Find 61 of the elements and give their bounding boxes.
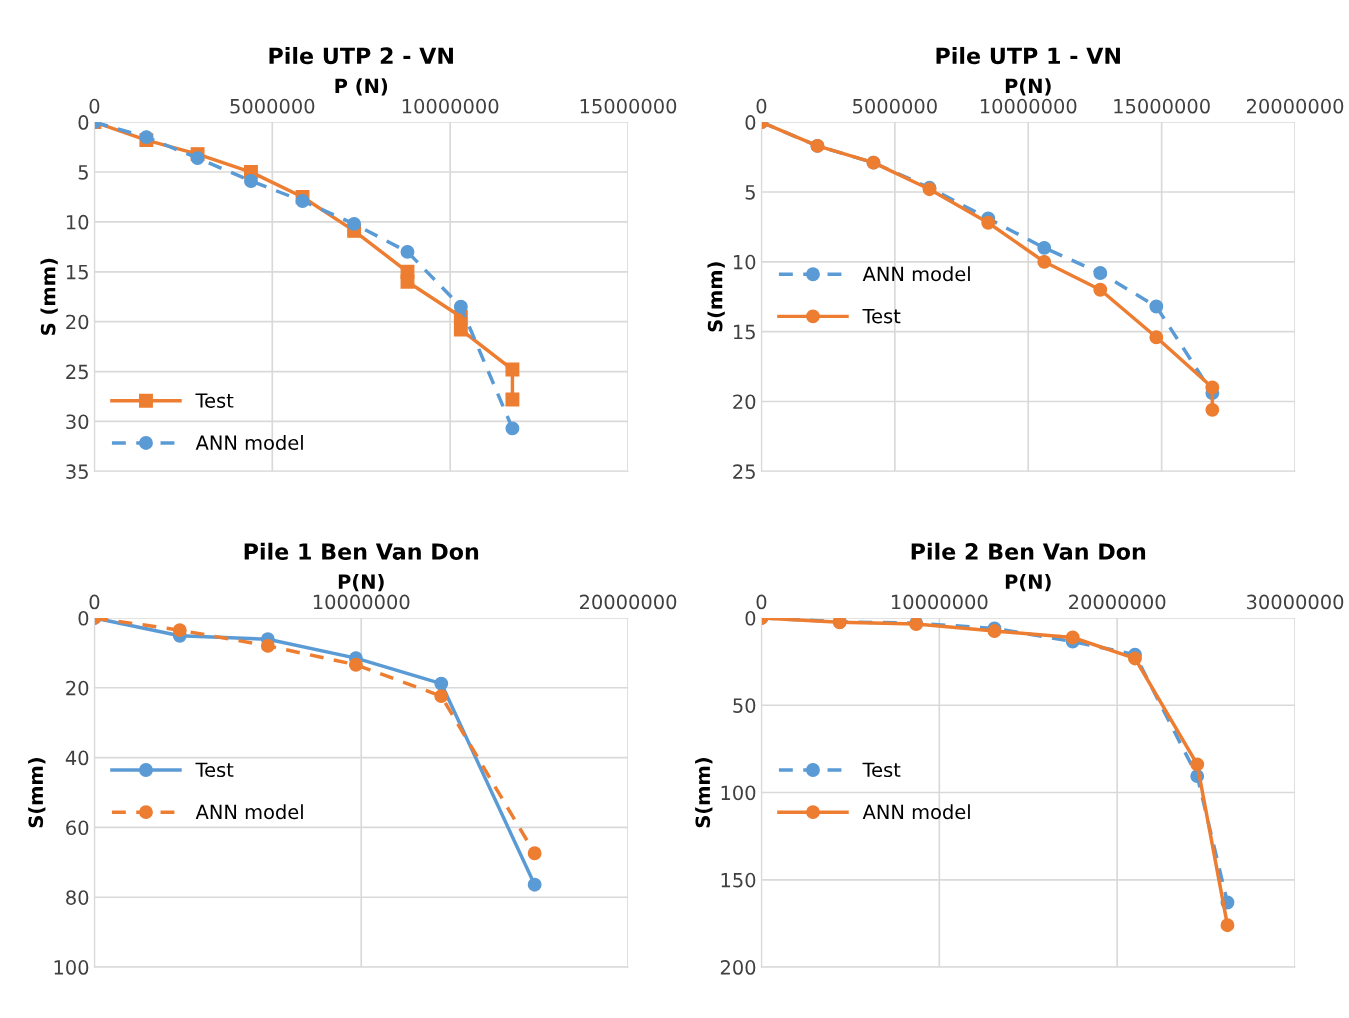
chart-title: Pile UTP 2 - VN <box>269 46 453 65</box>
legend-label: Test <box>862 762 901 778</box>
y-axis-title: S(mm) <box>695 758 713 828</box>
y-tick-label: 15 <box>733 324 755 340</box>
x-tick-label: 15000000 <box>580 98 677 114</box>
x-tick-label: 10000000 <box>891 594 988 610</box>
y-tick-label: 150 <box>721 872 756 888</box>
legend-label: ANN model <box>862 266 970 282</box>
x-tick-label: 0 <box>756 594 767 610</box>
chart-title: Pile 2 Ben Van Don <box>911 542 1146 560</box>
y-tick-label: 20 <box>733 394 756 410</box>
y-tick-label: 50 <box>733 698 756 713</box>
legend-label: Test <box>862 309 901 324</box>
y-tick-label: 0 <box>745 610 756 626</box>
x-tick-label: 0 <box>89 594 100 610</box>
y-tick-label: 20 <box>66 314 89 330</box>
y-tick-label: 80 <box>66 890 89 905</box>
x-tick-label: 30000000 <box>1247 594 1344 610</box>
legend-label: ANN model <box>195 804 303 820</box>
x-tick-label: 10000000 <box>313 594 410 610</box>
y-tick-label: 10 <box>733 254 756 270</box>
x-tick-label: 10000000 <box>402 98 499 114</box>
y-tick-label: 0 <box>78 610 89 626</box>
y-axis-title: S(mm) <box>28 758 46 828</box>
x-tick-label: 20000000 <box>1069 594 1166 610</box>
y-tick-label: 5 <box>745 185 755 200</box>
x-axis-title: P(N) <box>1005 78 1051 96</box>
y-tick-label: 0 <box>745 115 756 130</box>
y-axis-title: S (mm) <box>40 258 58 335</box>
y-tick-label: 100 <box>721 785 756 801</box>
chart-title: Pile UTP 1 - VN <box>936 46 1120 65</box>
y-tick-label: 0 <box>78 115 89 130</box>
x-tick-label: 15000000 <box>1114 98 1210 114</box>
x-tick-label: 20000000 <box>579 594 677 610</box>
chart-title: Pile 1 Ben Van Don <box>244 542 479 560</box>
legend-label: ANN model <box>195 434 303 451</box>
y-tick-label: 60 <box>66 820 89 836</box>
y-tick-label: 5 <box>78 165 88 180</box>
y-tick-label: 40 <box>65 750 89 766</box>
x-tick-label: 10000000 <box>980 98 1077 114</box>
x-tick-label: 5000000 <box>230 98 315 114</box>
x-tick-label: 0 <box>756 98 767 114</box>
y-tick-label: 20 <box>66 680 89 696</box>
legend-label: ANN model <box>862 804 970 820</box>
y-tick-label: 10 <box>66 214 89 230</box>
x-tick-label: 5000000 <box>853 98 937 114</box>
y-tick-label: 35 <box>66 464 88 479</box>
y-tick-label: 25 <box>66 364 88 380</box>
y-tick-label: 200 <box>720 960 756 975</box>
x-tick-label: 20000000 <box>1246 98 1344 114</box>
x-tick-label: 0 <box>89 98 100 114</box>
legend-label: Test <box>195 762 234 778</box>
y-axis-title: S(mm) <box>707 262 725 332</box>
x-axis-title: P (N) <box>335 78 388 96</box>
x-axis-title: P(N) <box>1005 573 1051 592</box>
y-tick-label: 25 <box>733 464 755 479</box>
y-tick-label: 15 <box>66 265 88 280</box>
legend-label: Test <box>195 393 234 408</box>
y-tick-label: 100 <box>54 960 89 975</box>
x-axis-title: P(N) <box>338 573 384 592</box>
y-tick-label: 30 <box>66 414 89 430</box>
